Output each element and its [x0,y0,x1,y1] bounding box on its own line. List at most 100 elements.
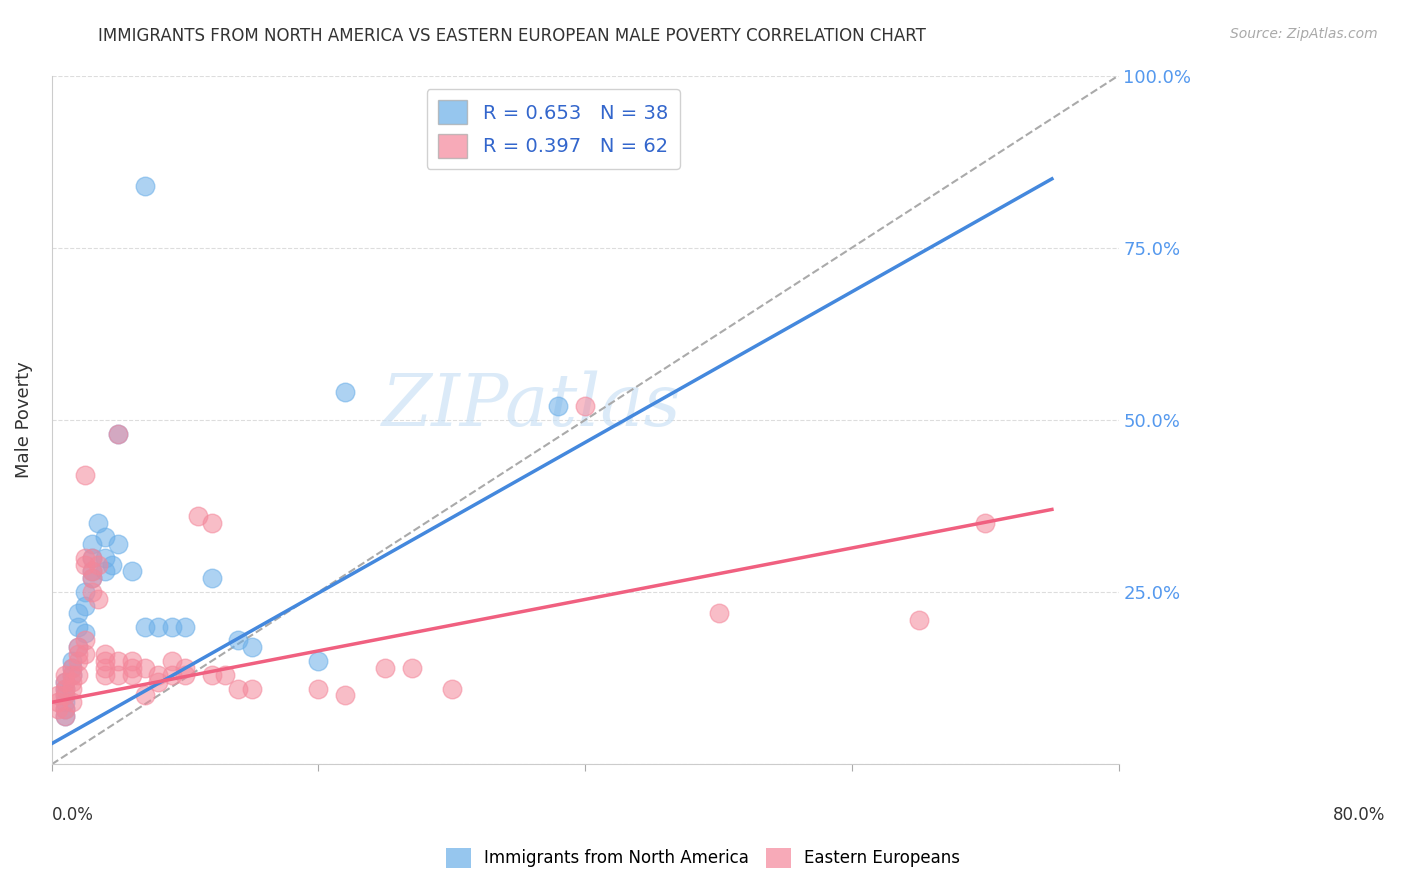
Point [240,640,263,655]
Point [94,647,117,661]
Text: Source: ZipAtlas.com: Source: ZipAtlas.com [1230,27,1378,41]
Point [60,667,83,681]
Point [240,681,263,696]
Point [121,654,143,668]
Point [974,516,997,531]
Point [107,654,129,668]
Point [87,516,110,531]
Point [75,599,97,613]
Point [53,689,76,703]
Point [80,571,103,585]
Point [333,689,356,703]
Point [187,509,209,524]
Point [75,550,97,565]
Text: ZIPatlas: ZIPatlas [382,371,682,442]
Point [228,681,250,696]
Point [148,667,170,681]
Point [53,681,76,696]
Point [60,695,83,709]
Point [94,530,117,544]
Point [174,661,197,675]
Point [160,654,183,668]
Legend: Immigrants from North America, Eastern Europeans: Immigrants from North America, Eastern E… [439,841,967,875]
Point [53,709,76,723]
Point [60,667,83,681]
Point [308,654,330,668]
Point [134,689,156,703]
Text: 80.0%: 80.0% [1333,805,1385,823]
Point [80,550,103,565]
Point [60,661,83,675]
Point [53,709,76,723]
Point [134,619,156,633]
Point [75,633,97,648]
Point [107,667,129,681]
Point [134,661,156,675]
Point [907,613,929,627]
Point [228,633,250,648]
Point [107,426,129,441]
Point [80,537,103,551]
Point [67,619,90,633]
Point [53,689,76,703]
Point [107,537,129,551]
Point [67,606,90,620]
Point [80,571,103,585]
Point [308,681,330,696]
Point [87,591,110,606]
Point [53,702,76,716]
Point [121,661,143,675]
Point [201,667,224,681]
Point [67,654,90,668]
Y-axis label: Male Poverty: Male Poverty [15,361,32,478]
Point [174,667,197,681]
Point [75,468,97,483]
Point [67,647,90,661]
Point [121,667,143,681]
Point [80,585,103,599]
Point [87,558,110,572]
Legend: R = 0.653   N = 38, R = 0.397   N = 62: R = 0.653 N = 38, R = 0.397 N = 62 [426,88,681,169]
Text: 0.0%: 0.0% [52,805,94,823]
Point [67,640,90,655]
Point [67,640,90,655]
Point [574,399,596,413]
Point [160,667,183,681]
Point [53,674,76,689]
Point [107,426,129,441]
Point [214,667,236,681]
Point [60,681,83,696]
Point [707,606,730,620]
Point [53,702,76,716]
Point [94,661,117,675]
Point [440,681,463,696]
Point [67,667,90,681]
Point [53,681,76,696]
Point [48,695,70,709]
Point [401,661,423,675]
Point [547,399,569,413]
Point [60,661,83,675]
Point [174,619,197,633]
Point [75,626,97,640]
Point [201,571,224,585]
Point [160,619,183,633]
Point [53,674,76,689]
Point [53,695,76,709]
Point [333,385,356,400]
Point [75,585,97,599]
Point [94,667,117,681]
Point [374,661,396,675]
Point [94,565,117,579]
Point [48,689,70,703]
Point [148,619,170,633]
Point [53,667,76,681]
Point [121,565,143,579]
Point [80,550,103,565]
Text: IMMIGRANTS FROM NORTH AMERICA VS EASTERN EUROPEAN MALE POVERTY CORRELATION CHART: IMMIGRANTS FROM NORTH AMERICA VS EASTERN… [98,27,927,45]
Point [201,516,224,531]
Point [60,654,83,668]
Point [94,550,117,565]
Point [100,558,122,572]
Point [80,565,103,579]
